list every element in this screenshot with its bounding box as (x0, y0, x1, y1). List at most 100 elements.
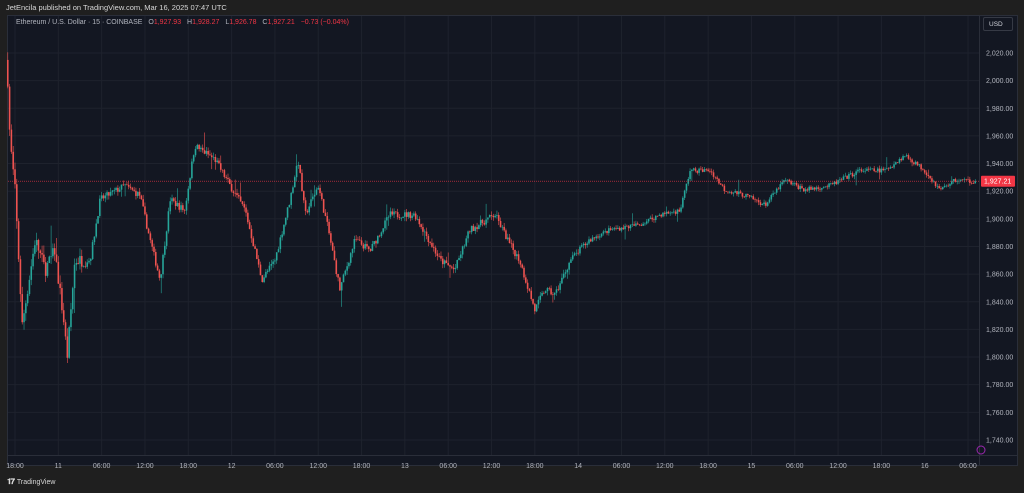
candle-body (842, 176, 845, 180)
candle-body (887, 168, 890, 170)
candle-body (609, 228, 612, 230)
candle-body (265, 271, 267, 278)
candle-body (451, 266, 453, 268)
candle-body (680, 207, 682, 212)
candle-body (882, 168, 885, 171)
candle-body (929, 176, 931, 179)
candle-body (949, 184, 951, 186)
symbol-name[interactable]: Ethereum / U.S. Dollar · 15 · COINBASE (16, 19, 143, 26)
candle-body (676, 209, 679, 214)
candle-body (611, 229, 614, 230)
candle-body (149, 233, 152, 241)
candle-body (972, 183, 975, 184)
candle-body (831, 183, 834, 185)
candle-body (232, 191, 235, 193)
candle-body (440, 255, 442, 259)
candle-body (147, 228, 150, 234)
candle-body (862, 170, 865, 172)
candle-body (313, 194, 316, 197)
candle-body (330, 233, 332, 243)
candle-body (77, 262, 79, 264)
candle-body (19, 259, 22, 295)
candle-body (761, 204, 764, 205)
candle-body (833, 181, 836, 185)
candle-body (391, 211, 394, 215)
candle-body (312, 196, 314, 200)
y-tick-label: 1,760.00 (986, 410, 1013, 417)
candle-body (308, 206, 311, 213)
candle-body (674, 211, 677, 214)
candle-body (481, 219, 484, 224)
candle-body (201, 147, 204, 151)
candle-body (70, 309, 72, 328)
candle-body (228, 179, 231, 184)
candle-body (604, 230, 607, 232)
candle-body (947, 185, 949, 187)
candle-body (799, 186, 801, 190)
candle-body (790, 181, 792, 185)
candle-body (346, 266, 348, 271)
candle-body (701, 169, 704, 172)
candle-body (205, 150, 208, 154)
candle-body (490, 215, 493, 216)
candle-body (236, 193, 238, 196)
open-value: 1,927.93 (153, 19, 182, 26)
candle-body (539, 295, 542, 300)
candle-body (515, 254, 518, 257)
candle-body (483, 223, 486, 225)
candle-body (37, 240, 40, 251)
candle-body (284, 217, 287, 225)
candle-body (683, 190, 686, 198)
candle-body (530, 290, 533, 299)
candle-body (52, 248, 54, 257)
candle-body (783, 180, 785, 183)
candle-body (786, 179, 789, 181)
candle-body (386, 217, 388, 221)
candle-body (923, 170, 926, 173)
candle-body (712, 172, 715, 177)
candle-body (389, 211, 392, 217)
candle-body (638, 224, 641, 226)
candle-body (108, 192, 110, 196)
candle-body (855, 171, 857, 175)
currency-button[interactable]: USD (983, 17, 1013, 31)
candle-body (588, 239, 590, 244)
candle-body (277, 249, 280, 253)
candle-body (135, 190, 137, 196)
candle-body (654, 215, 657, 220)
candle-body (835, 181, 838, 184)
candle-body (974, 181, 977, 184)
candle-body (575, 252, 578, 254)
candle-body (499, 220, 502, 228)
candle-body (839, 179, 841, 181)
candle-body (961, 179, 964, 181)
last-price-label: 1,927.21 (984, 179, 1011, 186)
candle-body (970, 182, 973, 184)
candle-body (765, 202, 767, 206)
candle-body (821, 188, 823, 190)
candle-body (501, 226, 504, 228)
candle-body (35, 240, 38, 246)
candle-body (104, 195, 107, 199)
candle-body (896, 162, 899, 163)
candle-body (90, 259, 92, 261)
footer-brand[interactable]: 𝟏𝟕 TradingView (7, 477, 55, 487)
candle-body (357, 239, 359, 241)
candle-body (664, 212, 666, 214)
candle-body (804, 189, 807, 192)
chart-panel[interactable] (7, 15, 1018, 466)
candle-body (525, 277, 527, 283)
candle-body (111, 190, 114, 192)
candle-body (916, 161, 919, 166)
candle-body (806, 189, 809, 191)
candle-body (283, 224, 285, 235)
candle-body (514, 249, 516, 257)
candle-body (28, 279, 31, 294)
x-tick-label: 18:00 (353, 463, 371, 470)
candle-body (633, 224, 635, 226)
candle-body (174, 200, 177, 207)
candle-body (958, 180, 960, 182)
candle-body (624, 225, 626, 230)
candle-body (651, 217, 653, 220)
